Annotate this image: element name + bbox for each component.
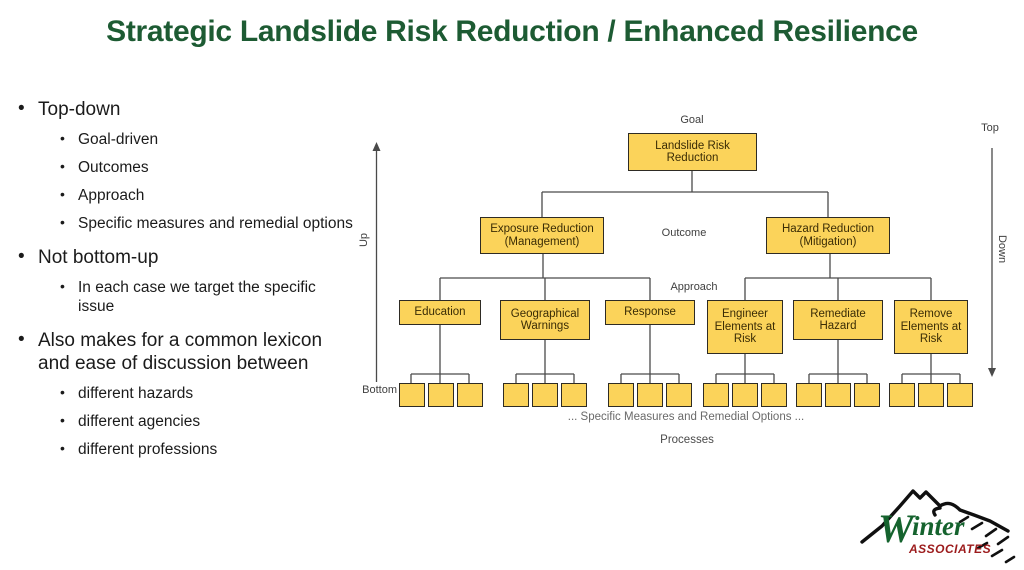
process-box xyxy=(399,383,425,407)
label-up: Up xyxy=(358,232,370,248)
node-response: Response xyxy=(605,300,695,325)
sub-bullet: different agencies xyxy=(56,411,356,431)
node-remediate-hazard: Remediate Hazard xyxy=(793,300,883,340)
process-box xyxy=(947,383,973,407)
process-box xyxy=(761,383,787,407)
process-box xyxy=(532,383,558,407)
label-specific-measures: ... Specific Measures and Remedial Optio… xyxy=(567,411,805,423)
label-top: Top xyxy=(981,122,999,134)
node-geographical-warnings: Geographical Warnings xyxy=(500,300,590,340)
process-box xyxy=(637,383,663,407)
label-approach: Approach xyxy=(670,281,718,293)
node-hazard-reduction: Hazard Reduction (Mitigation) xyxy=(766,217,890,254)
bullet-label: Top-down xyxy=(38,99,121,120)
process-box xyxy=(889,383,915,407)
sub-bullet: Outcomes xyxy=(56,157,356,177)
process-box xyxy=(918,383,944,407)
label-down: Down xyxy=(996,234,1008,264)
process-box xyxy=(825,383,851,407)
process-box xyxy=(608,383,634,407)
label-outcome: Outcome xyxy=(661,227,707,239)
process-box xyxy=(666,383,692,407)
bullet-list: Top-down Goal-driven Outcomes Approach S… xyxy=(16,97,356,472)
label-processes: Processes xyxy=(660,434,714,446)
process-box xyxy=(457,383,483,407)
process-box xyxy=(703,383,729,407)
sub-bullet: Approach xyxy=(56,185,356,205)
node-goal: Landslide Risk Reduction xyxy=(628,133,757,171)
bullet-common-lexicon: Also makes for a common lexicon and ease… xyxy=(16,328,356,459)
sub-bullet: Goal-driven xyxy=(56,129,356,149)
sub-bullet: different hazards xyxy=(56,383,356,403)
logo-subtitle: ASSOCIATES xyxy=(908,542,991,556)
bullet-label: Also makes for a common lexicon and ease… xyxy=(38,330,323,374)
mountain-icon xyxy=(860,489,1010,544)
node-education: Education xyxy=(399,300,481,325)
winter-associates-logo: W inter ASSOCIATES xyxy=(860,489,1016,564)
bullet-top-down: Top-down Goal-driven Outcomes Approach S… xyxy=(16,97,356,233)
process-box xyxy=(561,383,587,407)
process-box xyxy=(503,383,529,407)
sub-bullet: Specific measures and remedial options xyxy=(56,213,356,233)
logo-initial: W xyxy=(878,506,916,551)
up-arrow xyxy=(372,142,381,382)
process-box xyxy=(428,383,454,407)
node-engineer-elements: Engineer Elements at Risk xyxy=(707,300,783,354)
node-remove-elements: Remove Elements at Risk xyxy=(894,300,968,354)
slide-title: Strategic Landslide Risk Reduction / Enh… xyxy=(106,15,918,48)
process-box xyxy=(796,383,822,407)
bullet-label: Not bottom-up xyxy=(38,247,159,268)
label-goal: Goal xyxy=(680,114,704,126)
node-exposure-reduction: Exposure Reduction (Management) xyxy=(480,217,604,254)
label-bottom: Bottom xyxy=(362,384,397,396)
bullet-not-bottom-up: Not bottom-up In each case we target the… xyxy=(16,245,356,316)
sub-bullet: different professions xyxy=(56,439,356,459)
down-arrow xyxy=(988,148,996,377)
process-box xyxy=(732,383,758,407)
process-box xyxy=(854,383,880,407)
mountain-hatching xyxy=(958,515,1016,564)
logo-word: inter xyxy=(912,511,965,541)
sub-bullet: In each case we target the specific issu… xyxy=(56,277,356,316)
